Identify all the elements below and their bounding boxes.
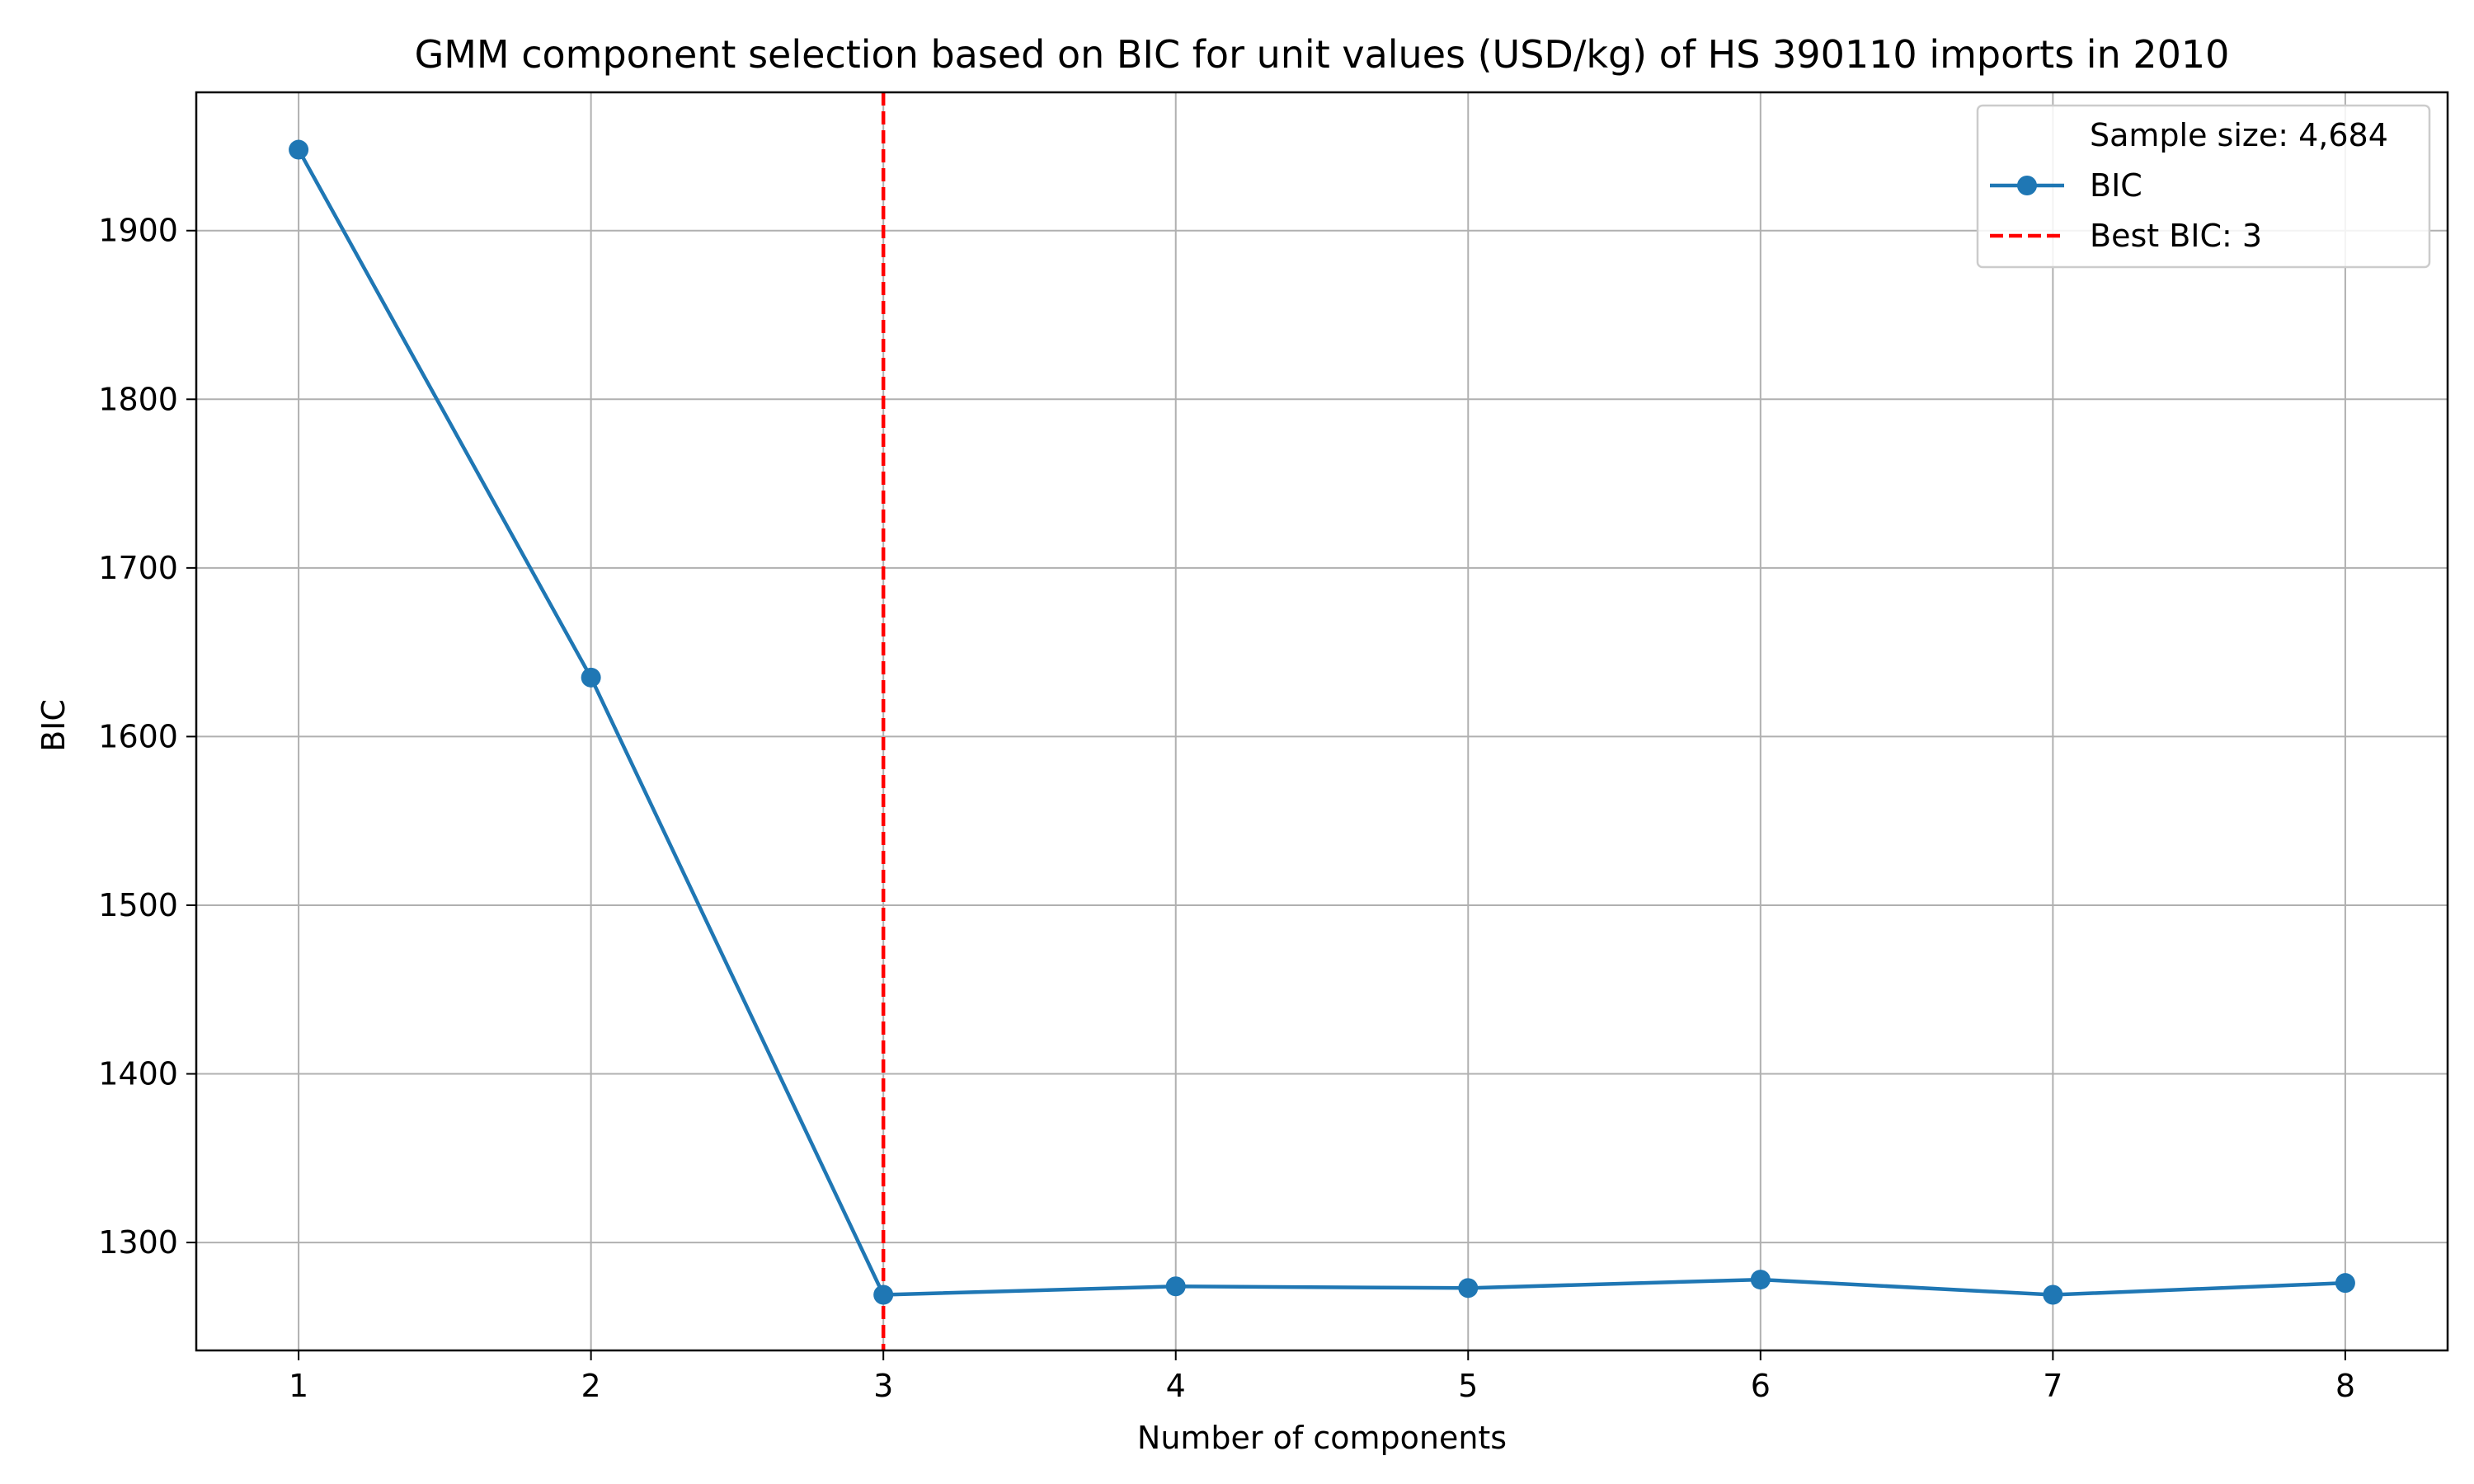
- bic-point: [873, 1284, 894, 1305]
- chart-title: GMM component selection based on BIC for…: [415, 32, 2230, 77]
- y-tick-label: 1600: [98, 718, 178, 754]
- bic-point: [2043, 1284, 2063, 1305]
- bic-point: [1458, 1278, 1479, 1298]
- y-tick-label: 1400: [98, 1056, 178, 1092]
- bic-point: [1165, 1276, 1186, 1297]
- y-tick-label: 1700: [98, 550, 178, 586]
- bic-series-line: [297, 148, 2345, 1297]
- legend-box: [1976, 104, 2431, 269]
- y-tick-label: 1800: [98, 381, 178, 417]
- series-layer: [289, 139, 2355, 1305]
- legend-bic-label: BIC: [2090, 167, 2142, 204]
- legend: Sample size: 4,684 BIC Best BIC: 3: [1976, 104, 2431, 269]
- y-tick-label: 1300: [98, 1224, 178, 1261]
- x-tick-label: 3: [873, 1368, 893, 1404]
- x-tick-label: 2: [581, 1368, 601, 1404]
- y-tick-label: 1500: [98, 887, 178, 923]
- y-tick-label: 1900: [98, 213, 178, 249]
- y-axis-label: BIC: [35, 699, 72, 752]
- bic-point: [289, 139, 309, 160]
- bic-point: [581, 667, 601, 688]
- x-tick-label: 4: [1166, 1368, 1186, 1404]
- x-tick-label: 1: [289, 1368, 308, 1404]
- x-tick-label: 8: [2335, 1368, 2355, 1404]
- legend-sample-size: Sample size: 4,684: [2090, 117, 2388, 153]
- grid-lines: [196, 92, 2448, 1350]
- x-axis-label: Number of components: [1137, 1420, 1507, 1456]
- x-tick-label: 5: [1458, 1368, 1478, 1404]
- legend-bic-marker: [2017, 176, 2037, 195]
- x-tick-label: 7: [2043, 1368, 2062, 1404]
- legend-best-label: Best BIC: 3: [2090, 218, 2262, 254]
- plot-frame: [195, 91, 2449, 1352]
- bic-point: [1750, 1270, 1771, 1290]
- axis-ticks: 1 2 3 4 5 6 7 8 1300 1400 1500 1600 1700 1800 1900: [98, 213, 2355, 1404]
- x-tick-label: 6: [1751, 1368, 1771, 1404]
- bic-point: [2335, 1273, 2355, 1294]
